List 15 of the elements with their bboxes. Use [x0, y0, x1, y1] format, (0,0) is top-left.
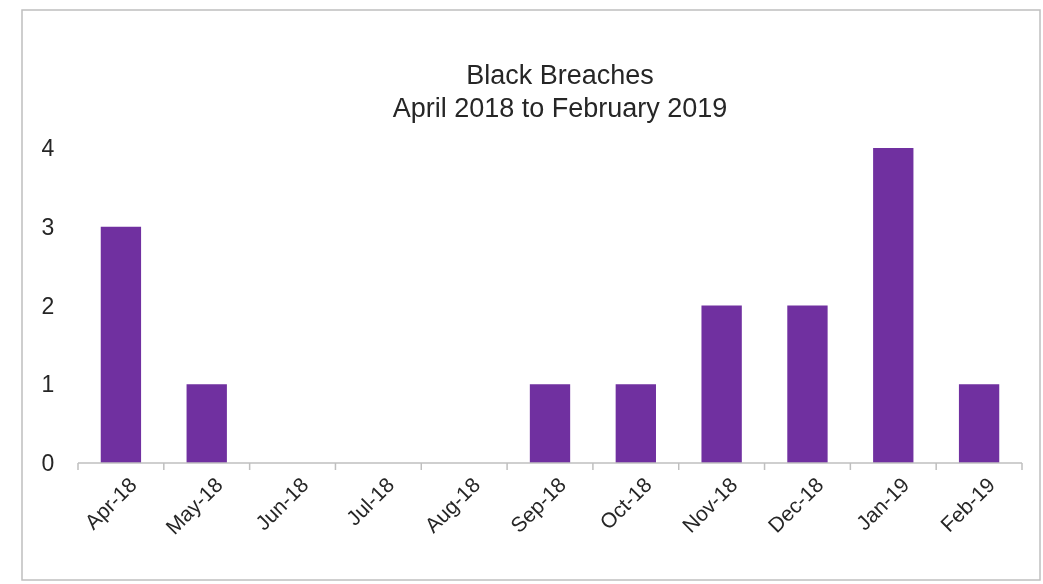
bar	[529, 384, 571, 463]
y-tick-label: 4	[41, 135, 55, 162]
bar	[615, 384, 656, 463]
bar	[186, 384, 227, 463]
chart-title: Black Breaches	[466, 60, 654, 90]
bar	[873, 148, 914, 463]
bar	[958, 384, 1000, 463]
y-tick-label: 3	[41, 213, 55, 240]
bar	[787, 305, 828, 463]
y-tick-label: 2	[41, 292, 55, 319]
bar	[701, 305, 742, 463]
y-tick-label: 0	[41, 450, 55, 477]
chart-subtitle: April 2018 to February 2019	[392, 93, 728, 123]
y-tick-label: 1	[41, 371, 55, 398]
bar	[100, 226, 142, 463]
